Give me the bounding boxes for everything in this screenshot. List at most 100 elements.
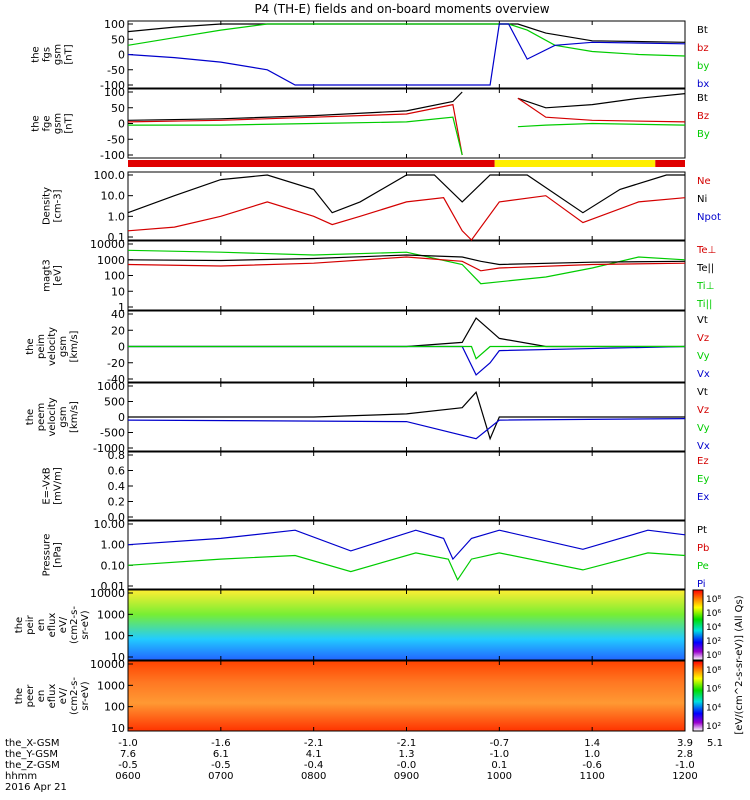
legend-Te||: Te|| — [696, 263, 714, 274]
legend-Vt: Vt — [697, 387, 708, 398]
y-tick-label: 0.6 — [108, 465, 126, 478]
peim-Vy — [128, 345, 685, 360]
y-tick-label: -40 — [107, 373, 125, 386]
y-tick-label: 0.1 — [108, 231, 126, 244]
legend-Pt: Pt — [697, 525, 707, 536]
y-tick-label: -20 — [107, 357, 125, 370]
axis-value: 2.8 — [677, 749, 693, 760]
peir-spectrogram — [128, 590, 685, 660]
y-axis-label: the fgs gsm [nT] — [31, 44, 75, 65]
y-tick-label: 40 — [111, 308, 125, 321]
legend-Vx: Vx — [697, 369, 710, 380]
y-tick-label: 10 — [111, 651, 125, 664]
axis-value: 7.6 — [120, 749, 136, 760]
temp-Te-par — [127, 254, 686, 266]
y-axis-label: the peer en eflux eV/(cm2-s-sr-eV) — [14, 677, 91, 715]
legend-Bt: Bt — [697, 93, 708, 104]
colorbar-tick: 10⁴ — [706, 623, 721, 633]
panel-peem: 1000 500 0 -500 -1000 the peem velocity gsm [km/s… — [25, 380, 710, 455]
legend-by: by — [697, 61, 709, 72]
y-label-line: fge — [42, 115, 53, 131]
axis-value: -1.0 — [118, 738, 138, 749]
y-label-line: eflux — [47, 613, 58, 638]
legend-Pi: Pi — [697, 579, 706, 590]
peim-Vx — [128, 345, 686, 376]
fge-Bt — [127, 91, 463, 121]
legend-Npot: Npot — [697, 212, 721, 223]
y-axis-label: E=-VxB [mV/m] — [42, 467, 64, 505]
y-tick-label: 50 — [111, 102, 125, 115]
y-label-line: the — [25, 338, 36, 354]
y-tick-label: 100 — [104, 701, 125, 714]
fge-By-late — [517, 122, 686, 128]
y-tick-label: 0.2 — [108, 496, 126, 509]
y-tick-label: 10000 — [90, 587, 125, 600]
colorbar-tick: 10⁴ — [706, 703, 721, 713]
y-tick-label: 1 — [118, 301, 125, 314]
axis-value: 0.1 — [491, 760, 507, 771]
y-label-line: en — [36, 619, 47, 632]
panel-peim: 40 20 0 -20 -40 the peim velocity gsm [km/s] Vt Vz V… — [25, 308, 710, 386]
series-fgs-bx — [127, 23, 686, 86]
axis-value: -0.5 — [118, 760, 138, 771]
legend-Bz: Bz — [697, 111, 709, 122]
y-label-line: gsm — [53, 113, 64, 134]
y-tick-label: 0.0 — [108, 511, 126, 524]
y-tick-label: 1.0 — [108, 210, 126, 223]
panel-temp: 10000 1000 100 10 1 magt3 [eV] Te⊥ Te|| Ti⊥ Ti|| — [42, 238, 717, 314]
series-pressure-Pe — [127, 552, 686, 582]
axis-value: -0.7 — [490, 738, 510, 749]
axis-date: 2016 Apr 21 — [5, 782, 67, 793]
axis-value: -0.0 — [397, 760, 417, 771]
legend-Ti||: Ti|| — [696, 299, 712, 310]
y-tick-label: 0.10 — [101, 559, 126, 572]
axis-row-label: the_Y-GSM — [5, 749, 58, 760]
y-label-line: [cm-3] — [53, 189, 64, 222]
axis-value: -1.0 — [490, 749, 510, 760]
fge-Bz — [127, 103, 463, 156]
colorbar-1 — [692, 660, 704, 732]
y-tick-label: -1000 — [93, 442, 125, 455]
mode-bar — [128, 160, 685, 167]
y-axis-label: the peem velocity gsm [km/s] — [25, 397, 80, 436]
panel-efield: 0.8 0.6 0.4 0.2 0.0 E=-VxB [mV/m] Ez Ey Ex — [42, 449, 710, 524]
axis-row-label: the_Z-GSM — [5, 760, 60, 771]
fge-Bz-late — [517, 97, 686, 123]
y-tick-label: 1.00 — [101, 539, 126, 552]
fge-By — [128, 116, 463, 156]
axis-row-label: hhmm — [5, 771, 37, 782]
plot-title: P4 (TH-E) fields and on-board moments ov… — [254, 2, 549, 16]
axis-value: 1000 — [487, 771, 512, 782]
y-label-line: [km/s] — [69, 330, 80, 362]
y-axis-label: the peir en eflux eV/(cm2-s-sr-eV) — [14, 606, 91, 644]
legend-Vy: Vy — [697, 351, 710, 362]
y-label-line: the — [14, 617, 25, 633]
y-label-line: magt3 — [42, 259, 53, 292]
axis-value: 5.1 — [707, 738, 723, 749]
y-label-line: (cm2-s- — [69, 606, 80, 644]
peim-Vt — [128, 317, 685, 348]
y-label-line: [nT] — [64, 113, 75, 133]
y-tick-label: 0.8 — [108, 449, 126, 462]
y-tick-label: 10000 — [90, 658, 125, 671]
time-axis: the_X-GSM -1.0 -1.6 -2.1 -2.1 -0.7 1.4 3.9 5.1 th… — [5, 589, 745, 793]
y-axis-label: the peim velocity gsm [km/s] — [25, 327, 80, 366]
y-tick-label: 100 — [104, 630, 125, 643]
y-tick-label: 10000 — [90, 238, 125, 251]
series-pressure-Pi — [127, 529, 686, 561]
y-label-line: peim — [36, 334, 47, 359]
y-label-line: (cm2-s- — [69, 677, 80, 715]
y-label-line: fgs — [42, 47, 53, 62]
panel-fge: 100 50 0 -50 -100 the fge gsm [nT] Bt Bz By — [31, 86, 710, 162]
y-label-line: [nT] — [64, 44, 75, 64]
y-tick-label: -50 — [107, 133, 125, 146]
legend-Vx: Vx — [697, 441, 710, 452]
legend-Pe: Pe — [697, 561, 709, 572]
legend-Vy: Vy — [697, 423, 710, 434]
y-label-line: en — [36, 690, 47, 703]
y-label-line: E=-VxB — [42, 467, 53, 504]
axis-value: 1.4 — [584, 738, 600, 749]
colorbar-tick: 10⁶ — [706, 609, 721, 619]
peer-spectrogram — [128, 661, 685, 731]
